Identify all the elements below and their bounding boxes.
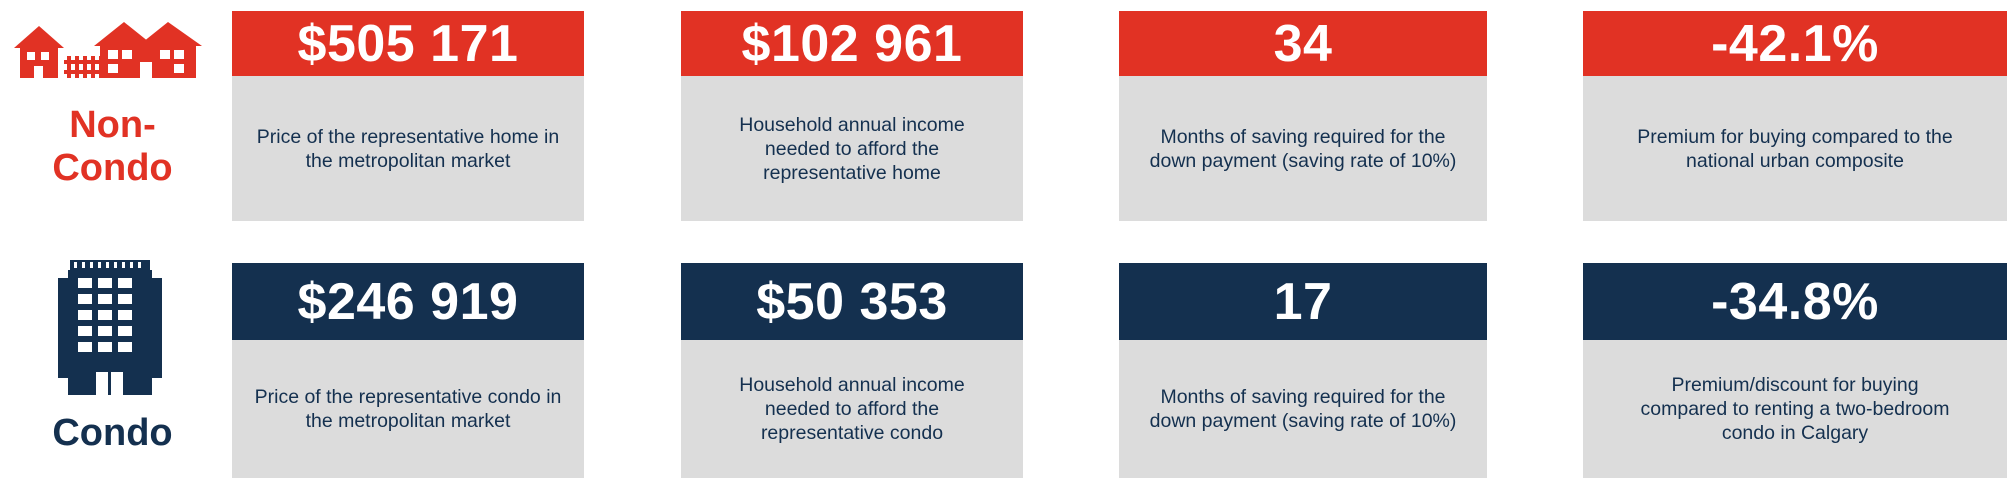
stat-value: $246 919 [232,263,584,340]
condo-building-icon [58,260,162,395]
stat-card-home-price: $505 171 Price of the representative hom… [232,11,584,221]
category-condo: Condo [0,240,225,486]
stat-card-condo-premium: -34.8% Premium/discount for buying compa… [1583,263,2007,478]
stat-value: $102 961 [681,11,1023,76]
stat-description: Household annual income needed to afford… [739,374,965,444]
stat-description: Price of the representative condo in the… [254,386,562,432]
stat-card-months-saving: 34 Months of saving required for the dow… [1119,11,1487,221]
stat-card-condo-months-saving: 17 Months of saving required for the dow… [1119,263,1487,478]
stat-card-income-needed: $102 961 Household annual income needed … [681,11,1023,221]
stat-value: 34 [1119,11,1487,76]
stat-description: Premium/discount for buying compared to … [1640,374,1950,444]
stat-description: Household annual income needed to afford… [739,113,965,184]
stat-description: Premium for buying compared to the natio… [1637,125,1953,172]
stat-value: -42.1% [1583,11,2007,76]
stat-value: -34.8% [1583,263,2007,340]
category-label: Non- Condo [52,104,173,189]
stat-card-condo-price: $246 919 Price of the representative con… [232,263,584,478]
category-non-condo: Non- Condo [0,0,225,230]
stat-value: 17 [1119,263,1487,340]
stat-card-premium: -42.1% Premium for buying compared to th… [1583,11,2007,221]
stat-description: Months of saving required for the down p… [1149,125,1457,172]
houses-icon [14,22,202,78]
stat-value: $50 353 [681,263,1023,340]
stat-description: Months of saving required for the down p… [1149,386,1457,432]
stat-value: $505 171 [232,11,584,76]
stat-description: Price of the representative home in the … [256,125,560,172]
stat-card-condo-income-needed: $50 353 Household annual income needed t… [681,263,1023,478]
category-label: Condo [52,412,173,454]
